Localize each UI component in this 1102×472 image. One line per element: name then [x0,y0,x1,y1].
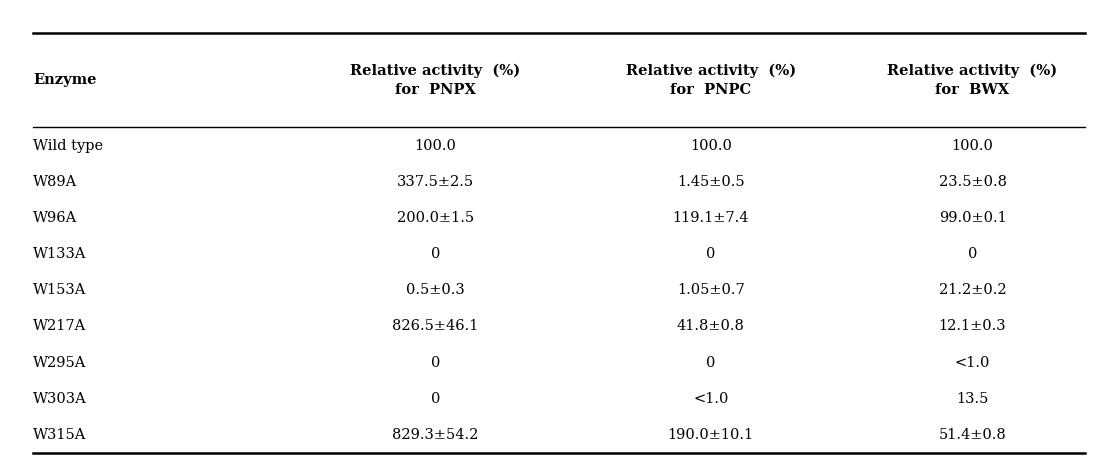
Text: W315A: W315A [33,428,86,442]
Text: <1.0: <1.0 [954,356,991,370]
Text: <1.0: <1.0 [693,392,728,406]
Text: 100.0: 100.0 [690,139,732,152]
Text: 12.1±0.3: 12.1±0.3 [939,320,1006,333]
Text: 23.5±0.8: 23.5±0.8 [939,175,1006,189]
Text: Relative activity  (%)
for  PNPC: Relative activity (%) for PNPC [626,63,796,97]
Text: 100.0: 100.0 [414,139,456,152]
Text: 337.5±2.5: 337.5±2.5 [397,175,474,189]
Text: W217A: W217A [33,320,86,333]
Text: 99.0±0.1: 99.0±0.1 [939,211,1006,225]
Text: 0: 0 [431,392,440,406]
Text: W133A: W133A [33,247,87,261]
Text: W303A: W303A [33,392,87,406]
Text: 100.0: 100.0 [952,139,993,152]
Text: Relative activity  (%)
for  PNPX: Relative activity (%) for PNPX [350,63,520,97]
Text: 0: 0 [431,356,440,370]
Text: 200.0±1.5: 200.0±1.5 [397,211,474,225]
Text: 0: 0 [431,247,440,261]
Text: 21.2±0.2: 21.2±0.2 [939,283,1006,297]
Text: 1.45±0.5: 1.45±0.5 [677,175,745,189]
Text: W153A: W153A [33,283,86,297]
Text: 0: 0 [968,247,977,261]
Text: 0.5±0.3: 0.5±0.3 [406,283,465,297]
Text: 826.5±46.1: 826.5±46.1 [392,320,478,333]
Text: W295A: W295A [33,356,86,370]
Text: 41.8±0.8: 41.8±0.8 [677,320,745,333]
Text: 0: 0 [706,247,715,261]
Text: W96A: W96A [33,211,77,225]
Text: 829.3±54.2: 829.3±54.2 [392,428,478,442]
Text: Enzyme: Enzyme [33,73,97,87]
Text: Relative activity  (%)
for  BWX: Relative activity (%) for BWX [887,63,1058,97]
Text: 0: 0 [706,356,715,370]
Text: W89A: W89A [33,175,77,189]
Text: 190.0±10.1: 190.0±10.1 [668,428,754,442]
Text: 1.05±0.7: 1.05±0.7 [677,283,745,297]
Text: 51.4±0.8: 51.4±0.8 [939,428,1006,442]
Text: 13.5: 13.5 [957,392,988,406]
Text: 119.1±7.4: 119.1±7.4 [672,211,749,225]
Text: Wild type: Wild type [33,139,104,152]
